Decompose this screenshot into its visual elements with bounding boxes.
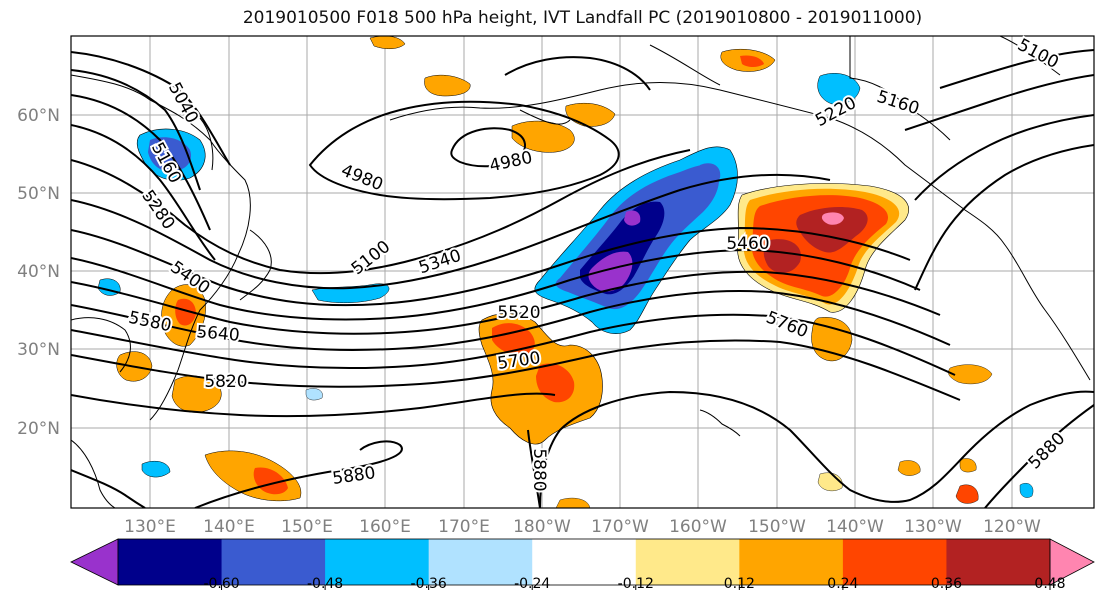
colorbar-tick-label: -0.36	[411, 576, 447, 592]
colorbar-segment	[635, 539, 740, 585]
colorbar-segment	[118, 539, 223, 585]
contour-label: 5520	[497, 303, 540, 323]
colorbar-tick-label: -0.24	[514, 576, 550, 592]
lon-tick-label: 170°W	[591, 517, 649, 537]
lon-tick-label: 130°E	[124, 517, 176, 537]
colorbar-segment	[325, 539, 430, 585]
lon-tick-label: 150°W	[748, 517, 806, 537]
map-frame	[70, 35, 1095, 509]
colorbar-segment	[946, 539, 1051, 585]
colorbar-segment	[221, 539, 326, 585]
colorbar-tick-label: 0.48	[1034, 576, 1065, 592]
lon-tick-label: 170°E	[438, 517, 490, 537]
lon-tick-label: 150°E	[281, 517, 333, 537]
lat-tick-label: 60°N	[17, 106, 60, 126]
contour-label: 5640	[196, 322, 241, 346]
lat-tick-label: 40°N	[17, 262, 60, 282]
lon-tick-label: 180°W	[513, 517, 571, 537]
colorbar-segment	[532, 539, 637, 585]
colorbar-extend-low	[70, 538, 119, 586]
colorbar-tick-label: -0.48	[307, 576, 343, 592]
contour-label: 5880	[529, 448, 549, 491]
colorbar-tick-label: 0.12	[724, 576, 755, 592]
colorbar-tick-label: 0.24	[827, 576, 858, 592]
lon-tick-label: 120°W	[983, 517, 1041, 537]
colorbar-tick-label: -0.60	[203, 576, 239, 592]
axis-labels: 60°N 50°N 40°N 30°N 20°N 130°E 140°E 150°E 160°E…	[17, 106, 1041, 537]
colorbar-tick-label: 0.36	[931, 576, 962, 592]
lat-tick-label: 50°N	[17, 184, 60, 204]
contour-label: 5820	[204, 372, 247, 392]
height-contours	[71, 49, 1094, 508]
lon-tick-label: 160°W	[669, 517, 727, 537]
map-title: 2019010500 F018 500 hPa height, IVT Land…	[242, 8, 923, 28]
contour-label: 5460	[726, 234, 769, 254]
colorbar-segment	[842, 539, 947, 585]
colorbar-segment	[739, 539, 844, 585]
colorbar-segment	[428, 539, 533, 585]
lon-tick-label: 140°E	[203, 517, 255, 537]
colorbar: -0.60 -0.48 -0.36 -0.24 -0.12 0.12 0.24 0.36 0.4…	[70, 538, 1095, 592]
lat-tick-label: 30°N	[17, 340, 60, 360]
coastlines	[71, 36, 1091, 508]
lat-tick-label: 20°N	[17, 419, 60, 439]
positive-ivt-regions	[116, 36, 993, 508]
lon-tick-label: 130°W	[904, 517, 962, 537]
lon-tick-label: 160°E	[359, 517, 411, 537]
colorbar-tick-label: -0.12	[618, 576, 654, 592]
lon-tick-label: 140°W	[826, 517, 884, 537]
ivt-shading	[97, 36, 1034, 508]
